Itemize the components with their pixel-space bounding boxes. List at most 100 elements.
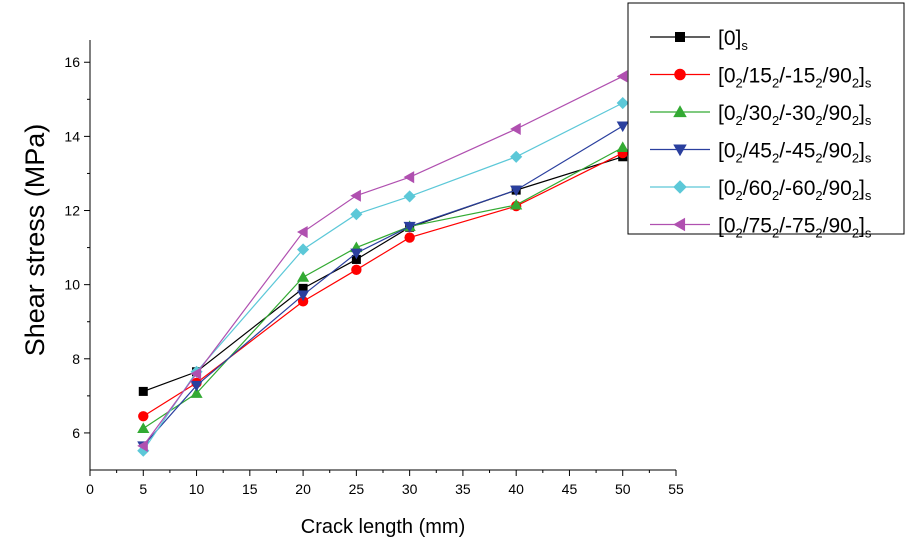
y-tick-label: 6 (72, 425, 80, 441)
series-line (142, 152, 623, 417)
legend-label-part: /15 (743, 65, 772, 88)
data-point (351, 264, 362, 276)
legend-label-part: 2 (772, 188, 779, 203)
series-line (142, 102, 623, 452)
series (137, 70, 628, 452)
legend-label-part: 2 (852, 151, 859, 166)
legend-label-part: /-75 (779, 215, 815, 238)
legend: [0]s[02/152/-152/902]s[02/302/-302/902]s… (627, 2, 905, 241)
legend-label-part: ] (859, 177, 865, 200)
legend-entry: [02/602/-602/902]s (650, 177, 872, 203)
legend-label: [02/302/-302/902]s (718, 102, 872, 128)
data-point (138, 386, 148, 396)
data-point (137, 439, 148, 452)
legend-label: [0]s (718, 27, 748, 53)
data-point (190, 380, 203, 392)
legend-entry: [0]s (650, 27, 748, 53)
data-point (297, 296, 309, 307)
legend-label-part: 2 (772, 151, 779, 166)
y-axis-title: Shear stress (MPa) (20, 124, 50, 357)
legend-box (627, 2, 905, 235)
data-point (297, 271, 310, 282)
legend-label-part: [0 (718, 102, 736, 125)
data-point (510, 198, 523, 210)
series (138, 147, 628, 422)
legend-label-part: s (865, 76, 872, 91)
series (137, 121, 629, 452)
legend-label-part: 2 (852, 188, 859, 203)
y-tick-label: 14 (64, 128, 80, 144)
x-tick-label: 0 (86, 481, 94, 497)
legend-label-part: s (865, 226, 872, 241)
data-point (510, 150, 523, 163)
legend-label-part: /75 (743, 215, 772, 238)
legend-label-part: /-45 (779, 140, 815, 163)
legend-label-part: ] (859, 215, 865, 238)
legend-label-part: 2 (815, 76, 822, 91)
data-point (403, 221, 416, 233)
series-line (142, 125, 624, 447)
y-tick-label: 10 (64, 277, 80, 293)
legend-label-part: s (741, 38, 748, 53)
data-point (616, 141, 629, 153)
legend-label-part: 2 (772, 226, 779, 241)
legend-label-part: [0] (718, 27, 741, 50)
x-tick-label: 40 (508, 481, 524, 497)
legend-label-part: s (865, 188, 872, 203)
data-point (190, 387, 203, 398)
data-point (403, 190, 416, 203)
data-point (510, 122, 521, 136)
legend-label-part: [0 (718, 177, 736, 200)
legend-label: [02/602/-602/902]s (718, 177, 872, 203)
legend-label-part: /90 (823, 102, 852, 125)
legend-label: [02/152/-152/902]s (718, 65, 872, 91)
data-point (137, 422, 150, 434)
legend-marker (673, 217, 686, 232)
legend-marker (673, 105, 687, 118)
legend-entry: [02/302/-302/902]s (650, 102, 872, 128)
series-line (142, 75, 623, 447)
legend-label-part: /90 (823, 215, 852, 238)
legend-label-part: 2 (815, 226, 822, 241)
legend-label-part: 2 (736, 113, 743, 128)
series (138, 152, 628, 396)
data-point (351, 254, 361, 264)
legend-label-part: ] (859, 65, 865, 88)
data-point (350, 189, 361, 202)
series-line (143, 156, 623, 392)
y-tick-label: 12 (64, 203, 80, 219)
data-point (190, 367, 202, 380)
legend-label-part: 2 (772, 76, 779, 91)
x-tick-label: 35 (455, 481, 471, 497)
legend-label: [02/452/-452/902]s (718, 140, 872, 166)
legend-entry: [02/752/-752/902]s (650, 215, 872, 241)
legend-label-part: 2 (736, 76, 743, 91)
legend-label-part: 2 (815, 113, 822, 128)
data-point (616, 121, 629, 133)
legend-label-part: 2 (736, 226, 743, 241)
data-point (298, 283, 308, 293)
data-point (297, 243, 310, 256)
legend-label-part: 2 (815, 188, 822, 203)
legend-label-part: /90 (823, 140, 852, 163)
legend-marker (674, 68, 686, 81)
legend-label: [02/752/-752/902]s (718, 215, 872, 241)
x-tick-label: 30 (402, 481, 418, 497)
legend-marker (675, 32, 685, 42)
data-point (297, 290, 310, 302)
legend-entry: [02/452/-452/902]s (650, 140, 872, 166)
data-point (297, 225, 308, 239)
legend-marker (673, 144, 687, 157)
legend-label-part: ] (859, 102, 865, 125)
x-axis-title: Crack length (mm) (301, 516, 465, 538)
legend-label-part: 2 (736, 188, 743, 203)
legend-label-part: 2 (815, 151, 822, 166)
x-tick-label: 15 (242, 481, 258, 497)
x-tick-label: 25 (349, 481, 365, 497)
x-tick-label: 20 (295, 481, 311, 497)
data-point (403, 171, 415, 184)
series (137, 141, 629, 434)
data-point (510, 185, 523, 197)
legend-label-part: 2 (852, 113, 859, 128)
